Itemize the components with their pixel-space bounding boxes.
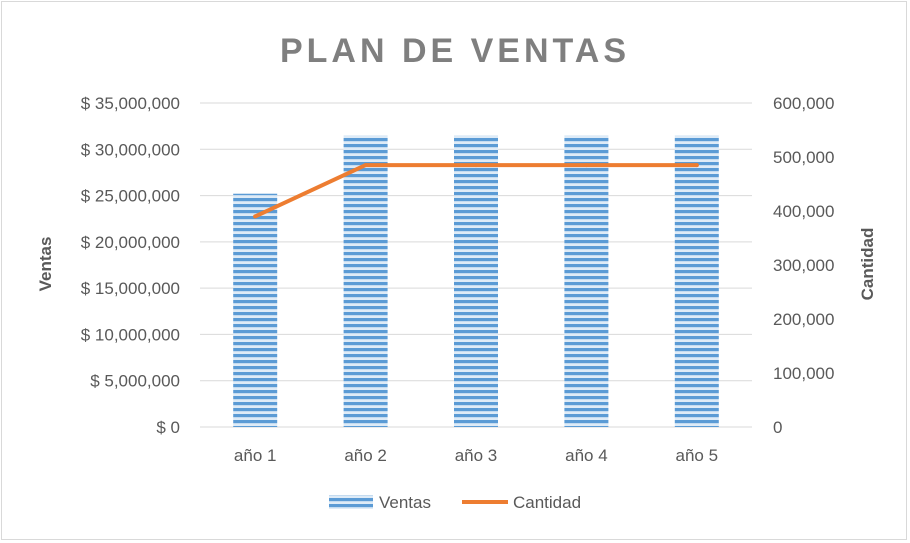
bar-ventas [233,193,278,427]
x-tick-label: año 3 [455,446,498,465]
bar-ventas [454,135,498,427]
x-tick-label: año 4 [565,446,608,465]
x-tick-label: año 2 [344,446,387,465]
y-tick-label: $ 20,000,000 [81,233,180,252]
y2-tick-label: 300,000 [773,256,834,275]
y2-tick-label: 0 [773,418,782,437]
legend-label-ventas: Ventas [379,493,431,512]
y2-tick-label: 200,000 [773,310,834,329]
line-cantidad [253,163,699,219]
y-axis-right-ticks: 0 100,000 200,000 300,000 400,000 500,000 600,… [773,94,834,437]
y2-tick-label: 600,000 [773,94,834,113]
y-tick-label: $ 0 [156,418,180,437]
y-tick-label: $ 25,000,000 [81,187,180,206]
legend-label-cantidad: Cantidad [513,493,581,512]
legend-swatch-ventas [329,495,373,509]
y-tick-label: $ 35,000,000 [81,94,180,113]
point-cantidad [253,214,258,219]
bar-ventas [674,135,719,427]
point-cantidad [474,163,478,168]
y-tick-label: $ 10,000,000 [81,325,180,344]
y-axis-right-title: Cantidad [858,228,877,301]
bars-ventas [233,135,719,427]
point-cantidad [584,163,589,168]
x-axis-ticks: año 1 año 2 año 3 año 4 año 5 [234,446,718,465]
bar-ventas [343,135,388,427]
x-tick-label: año 1 [234,446,277,465]
x-tick-label: año 5 [676,446,719,465]
y2-tick-label: 400,000 [773,202,834,221]
legend: Ventas Cantidad [329,493,581,512]
y2-tick-label: 500,000 [773,148,834,167]
point-cantidad [694,163,699,168]
y-axis-left-ticks: $ 0 $ 5,000,000 $ 10,000,000 $ 15,000,000 $ … [81,94,180,437]
bar-ventas [564,135,609,427]
point-cantidad [363,163,368,168]
y2-tick-label: 100,000 [773,364,834,383]
y-tick-label: $ 15,000,000 [81,279,180,298]
y-tick-label: $ 5,000,000 [90,372,180,391]
chart-title: PLAN DE VENTAS [280,32,630,70]
y-tick-label: $ 30,000,000 [81,140,180,159]
y-axis-left-title: Ventas [36,237,55,292]
